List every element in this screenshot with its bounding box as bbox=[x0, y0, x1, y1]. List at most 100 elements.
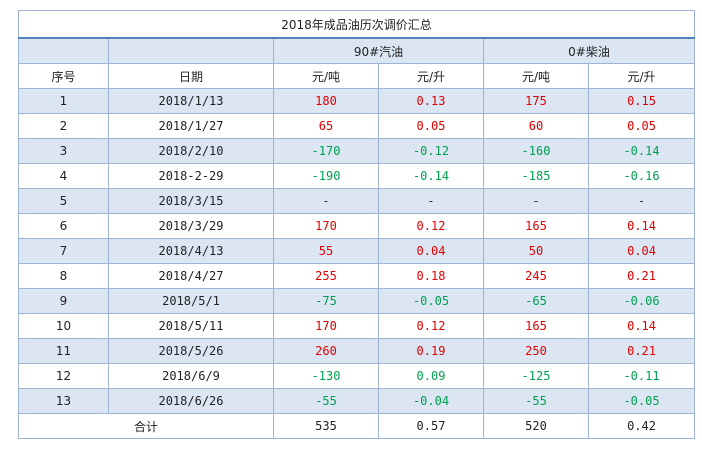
total-label: 合计 bbox=[18, 413, 274, 439]
cell-gasoline-per-liter: 0.13 bbox=[378, 88, 484, 114]
cell-diesel-per-ton: 165 bbox=[483, 313, 589, 339]
cell-seq: 6 bbox=[18, 213, 109, 239]
group-header-blank bbox=[108, 37, 274, 64]
cell-diesel-per-liter: 0.05 bbox=[587, 113, 696, 139]
cell-seq: 3 bbox=[18, 138, 109, 164]
cell-gasoline-per-ton: 170 bbox=[273, 313, 379, 339]
cell-gasoline-per-ton: 180 bbox=[273, 88, 379, 114]
cell-gasoline-per-liter: -0.14 bbox=[378, 163, 484, 189]
cell-gasoline-per-ton: -55 bbox=[273, 388, 379, 414]
cell-diesel-per-ton: -65 bbox=[483, 288, 589, 314]
group-header-row: 90#汽油 0#柴油 bbox=[18, 37, 696, 64]
cell-gasoline-per-liter: -0.12 bbox=[378, 138, 484, 164]
cell-date: 2018/5/1 bbox=[108, 288, 274, 314]
cell-gasoline-per-ton: 260 bbox=[273, 338, 379, 364]
cell-gasoline-per-liter: -0.05 bbox=[378, 288, 484, 314]
cell-gasoline-per-liter: - bbox=[378, 188, 484, 214]
cell-diesel-per-liter: 0.21 bbox=[587, 263, 696, 289]
cell-diesel-per-ton: 250 bbox=[483, 338, 589, 364]
header-diesel-per-liter: 元/升 bbox=[587, 63, 696, 89]
table-row: 6 2018/3/29 170 0.12 165 0.14 bbox=[18, 213, 696, 239]
cell-gasoline-per-liter: 0.05 bbox=[378, 113, 484, 139]
cell-diesel-per-liter: - bbox=[587, 188, 696, 214]
table-row: 13 2018/6/26 -55 -0.04 -55 -0.05 bbox=[18, 388, 696, 414]
cell-date: 2018/2/10 bbox=[108, 138, 274, 164]
cell-diesel-per-ton: 245 bbox=[483, 263, 589, 289]
total-diesel-per-ton: 520 bbox=[483, 413, 589, 439]
cell-gasoline-per-ton: 55 bbox=[273, 238, 379, 264]
table-row: 11 2018/5/26 260 0.19 250 0.21 bbox=[18, 338, 696, 364]
table-title: 2018年成品油历次调价汇总 bbox=[17, 10, 696, 39]
cell-date: 2018/3/29 bbox=[108, 213, 274, 239]
table-row: 9 2018/5/1 -75 -0.05 -65 -0.06 bbox=[18, 288, 696, 314]
cell-diesel-per-liter: 0.21 bbox=[587, 338, 696, 364]
cell-diesel-per-ton: 175 bbox=[483, 88, 589, 114]
cell-gasoline-per-liter: 0.09 bbox=[378, 363, 484, 389]
cell-gasoline-per-liter: 0.12 bbox=[378, 313, 484, 339]
cell-gasoline-per-liter: 0.04 bbox=[378, 238, 484, 264]
cell-gasoline-per-ton: -75 bbox=[273, 288, 379, 314]
cell-seq: 12 bbox=[18, 363, 109, 389]
cell-diesel-per-ton: -160 bbox=[483, 138, 589, 164]
cell-date: 2018/1/13 bbox=[108, 88, 274, 114]
cell-diesel-per-ton: - bbox=[483, 188, 589, 214]
cell-gasoline-per-ton: -170 bbox=[273, 138, 379, 164]
cell-seq: 1 bbox=[18, 88, 109, 114]
table-row: 10 2018/5/11 170 0.12 165 0.14 bbox=[18, 313, 696, 339]
header-gasoline-per-ton: 元/吨 bbox=[273, 63, 379, 89]
table-row: 12 2018/6/9 -130 0.09 -125 -0.11 bbox=[18, 363, 696, 389]
cell-gasoline-per-ton: -190 bbox=[273, 163, 379, 189]
cell-diesel-per-liter: 0.14 bbox=[587, 213, 696, 239]
cell-diesel-per-ton: 50 bbox=[483, 238, 589, 264]
group-gasoline: 90#汽油 bbox=[273, 37, 484, 64]
header-seq: 序号 bbox=[18, 63, 109, 89]
header-gasoline-per-liter: 元/升 bbox=[378, 63, 484, 89]
cell-diesel-per-liter: -0.14 bbox=[587, 138, 696, 164]
cell-gasoline-per-ton: 65 bbox=[273, 113, 379, 139]
cell-diesel-per-liter: -0.11 bbox=[587, 363, 696, 389]
cell-gasoline-per-ton: 255 bbox=[273, 263, 379, 289]
cell-diesel-per-liter: 0.15 bbox=[587, 88, 696, 114]
cell-gasoline-per-ton: - bbox=[273, 188, 379, 214]
total-diesel-per-liter: 0.42 bbox=[587, 413, 696, 439]
table-row: 1 2018/1/13 180 0.13 175 0.15 bbox=[18, 88, 696, 114]
cell-gasoline-per-liter: 0.12 bbox=[378, 213, 484, 239]
cell-date: 2018/4/27 bbox=[108, 263, 274, 289]
cell-diesel-per-liter: 0.04 bbox=[587, 238, 696, 264]
table-row: 3 2018/2/10 -170 -0.12 -160 -0.14 bbox=[18, 138, 696, 164]
table-row: 5 2018/3/15- - - - bbox=[18, 188, 696, 214]
cell-gasoline-per-liter: 0.19 bbox=[378, 338, 484, 364]
cell-gasoline-per-ton: -130 bbox=[273, 363, 379, 389]
total-gasoline-per-liter: 0.57 bbox=[378, 413, 484, 439]
table-row: 7 2018/4/13 55 0.04 50 0.04 bbox=[18, 238, 696, 264]
group-diesel: 0#柴油 bbox=[482, 37, 696, 64]
table-row: 8 2018/4/27 255 0.18 245 0.21 bbox=[18, 263, 696, 289]
cell-seq: 2 bbox=[18, 113, 109, 139]
cell-date: 2018/6/9 bbox=[108, 363, 274, 389]
cell-seq: 13 bbox=[18, 388, 109, 414]
cell-date: 2018-2-29 bbox=[108, 163, 274, 189]
cell-date: 2018/6/26 bbox=[108, 388, 274, 414]
cell-diesel-per-liter: -0.05 bbox=[587, 388, 696, 414]
cell-seq: 10 bbox=[18, 313, 109, 339]
cell-date: 2018/5/26 bbox=[108, 338, 274, 364]
cell-date: 2018/3/15 bbox=[108, 188, 274, 214]
cell-diesel-per-ton: -55 bbox=[483, 388, 589, 414]
cell-diesel-per-ton: 165 bbox=[483, 213, 589, 239]
cell-gasoline-per-ton: 170 bbox=[273, 213, 379, 239]
table-row: 2 2018/1/27 65 0.05 60 0.05 bbox=[18, 113, 696, 139]
cell-gasoline-per-liter: -0.04 bbox=[378, 388, 484, 414]
cell-diesel-per-ton: 60 bbox=[483, 113, 589, 139]
cell-seq: 8 bbox=[18, 263, 109, 289]
price-adjustment-table: 2018年成品油历次调价汇总 90#汽油 0#柴油 序号 日期 元/吨 元/升 … bbox=[17, 10, 696, 439]
header-diesel-per-ton: 元/吨 bbox=[483, 63, 589, 89]
header-date: 日期 bbox=[108, 63, 274, 89]
cell-date: 2018/4/13 bbox=[108, 238, 274, 264]
cell-diesel-per-liter: -0.06 bbox=[587, 288, 696, 314]
column-header-row: 序号 日期 元/吨 元/升 元/吨 元/升 bbox=[18, 63, 696, 89]
cell-seq: 4 bbox=[18, 163, 109, 189]
group-header-blank bbox=[18, 37, 109, 64]
cell-date: 2018/1/27 bbox=[108, 113, 274, 139]
cell-seq: 9 bbox=[18, 288, 109, 314]
cell-diesel-per-liter: -0.16 bbox=[587, 163, 696, 189]
